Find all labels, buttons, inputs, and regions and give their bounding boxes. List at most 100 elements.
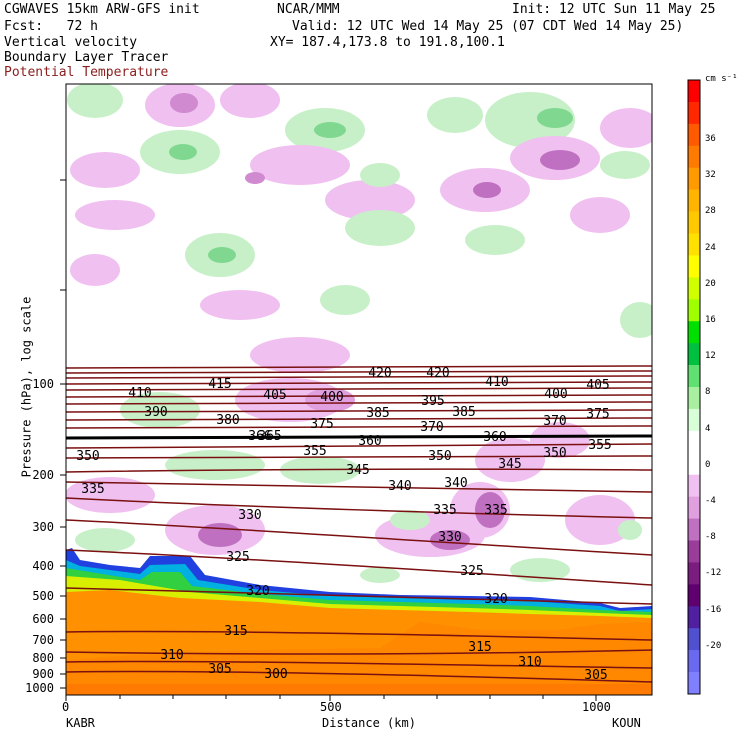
init-time: Init: 12 UTC Sun 11 May 25 <box>512 2 716 17</box>
theta-contour-label: 405 <box>263 388 286 403</box>
theta-contour-label: 315 <box>224 624 247 639</box>
colorbar-swatch <box>688 211 700 234</box>
plot-area: 420 420 415 410 410 405 405 400 400 395 390 385 385 3… <box>66 84 652 695</box>
colorbar-swatch <box>688 189 700 212</box>
y-tick-label: 700 <box>32 633 54 647</box>
theta-contour-label: 350 <box>428 449 451 464</box>
y-tick-label: 200 <box>32 468 54 482</box>
theta-contour-label: 375 <box>310 417 333 432</box>
theta-label-group: 420 420 415 410 410 405 405 400 400 395 390 385 385 3… <box>76 366 611 683</box>
colorbar-swatch <box>688 408 700 432</box>
colorbar-swatch <box>688 518 700 541</box>
colorbar-swatch <box>688 255 700 278</box>
theta-contour-label: 405 <box>586 378 609 393</box>
theta-contour-label: 410 <box>485 375 508 390</box>
forecast-hour: Fcst: 72 h <box>4 19 98 34</box>
theta-contour-label: 395 <box>421 394 444 409</box>
theta-contour-label: 320 <box>484 592 507 607</box>
theta-contour-label: 415 <box>208 377 231 392</box>
x-axis-label: Distance (km) <box>322 716 416 730</box>
colorbar-swatch <box>688 628 700 651</box>
theta-contour-label: 325 <box>226 550 249 565</box>
theta-contour-label: 325 <box>460 564 483 579</box>
theta-contour-label: 370 <box>420 420 443 435</box>
theta-contour-label: 420 <box>426 366 449 381</box>
colorbar-tick-label: -16 <box>705 604 722 615</box>
theta-contour-label: 345 <box>346 463 369 478</box>
theta-contour-label: 335 <box>81 482 104 497</box>
colorbar-swatch <box>688 474 700 497</box>
colorbar-swatch <box>688 277 700 300</box>
colorbar-tick-label: -12 <box>705 568 722 579</box>
theta-contour-label: 355 <box>588 438 611 453</box>
theta-contour-label: 310 <box>160 648 183 663</box>
colorbar-tick-label: 16 <box>705 315 716 325</box>
x-end-station: KOUN <box>612 716 641 730</box>
theta-contour-label: 365 <box>258 429 281 444</box>
y-tick-label: 900 <box>32 667 54 681</box>
y-tick-label: 400 <box>32 559 54 573</box>
colorbar-swatch <box>688 672 700 695</box>
colorbar-swatch <box>688 167 700 190</box>
plot-frame <box>65 83 653 696</box>
colorbar-swatch <box>688 321 700 344</box>
colorbar-tick-label: 24 <box>705 242 716 253</box>
colorbar-tick-label: 36 <box>705 134 716 144</box>
y-tick-label: 500 <box>32 589 54 603</box>
colorbar-swatch <box>688 452 700 476</box>
theta-contour-label: 380 <box>216 413 239 428</box>
x-axis-ticks <box>65 695 597 701</box>
x-tick-label: 1000 <box>582 700 611 714</box>
theta-contour-label: 360 <box>358 434 381 449</box>
vertical-velocity-field <box>66 84 652 583</box>
colorbar-swatch <box>688 584 700 607</box>
colorbar-tick-label: 8 <box>705 387 711 398</box>
theta-contour-label: 345 <box>498 457 521 472</box>
colorbar-swatch <box>688 299 700 322</box>
y-tick-label: 300 <box>32 520 54 534</box>
theta-contour-label: 330 <box>238 508 261 523</box>
theta-contour-label: 350 <box>543 446 566 461</box>
model-title: CGWAVES 15km ARW-GFS init <box>4 2 200 17</box>
theta-contour-label: 310 <box>518 655 541 670</box>
colorbar-tick-label: 28 <box>705 206 716 217</box>
colorbar-swatch <box>688 540 700 563</box>
y-tick-label: 100 <box>32 377 54 391</box>
colorbar <box>687 79 701 695</box>
theta-contour-label: 390 <box>144 405 167 420</box>
colorbar-swatch <box>688 387 700 410</box>
theta-contour-label: 370 <box>543 414 566 429</box>
colorbar-swatch <box>688 145 700 169</box>
y-tick-label: 600 <box>32 612 54 626</box>
colorbar-tick-label: 0 <box>705 459 711 470</box>
colorbar-tick-label: -8 <box>705 532 716 543</box>
theta-contour-label: 340 <box>388 479 411 494</box>
colorbar-swatch <box>688 496 700 519</box>
colorbar-tick-label: -20 <box>705 640 722 651</box>
theta-contour-label: 315 <box>468 640 491 655</box>
colorbar-swatch <box>688 101 700 125</box>
theta-contour-label: 410 <box>128 386 151 401</box>
colorbar-tick-label: 20 <box>705 278 716 289</box>
valid-time: Valid: 12 UTC Wed 14 May 25 (07 CDT Wed … <box>292 19 684 34</box>
theta-contour-label: 320 <box>246 584 269 599</box>
x-start-station: KABR <box>66 716 95 730</box>
theta-isentropes <box>66 365 652 683</box>
theta-contour-label: 300 <box>264 667 287 682</box>
theta-contour-label: 355 <box>303 444 326 459</box>
colorbar-swatch <box>688 562 700 585</box>
theta-contour-label: 340 <box>444 476 467 491</box>
theta-contour-label: 385 <box>366 406 389 421</box>
theta-contour-label: 330 <box>438 530 461 545</box>
theta-contour-label: 350 <box>76 449 99 464</box>
theta-contour-label: 335 <box>433 503 456 518</box>
theta-contour-label: 305 <box>208 662 231 677</box>
theta-contour-label: 360 <box>483 430 506 445</box>
theta-contour-label: 400 <box>544 387 567 402</box>
colorbar-swatch <box>688 343 700 366</box>
field-vertical-velocity: Vertical velocity <box>4 35 138 50</box>
theta-contour-label: 385 <box>452 405 475 420</box>
theta-contour-label: 305 <box>584 668 607 683</box>
boundary-layer-tracer <box>66 548 652 695</box>
xy-endpoints: XY= 187.4,173.8 to 191.8,100.1 <box>270 35 505 50</box>
